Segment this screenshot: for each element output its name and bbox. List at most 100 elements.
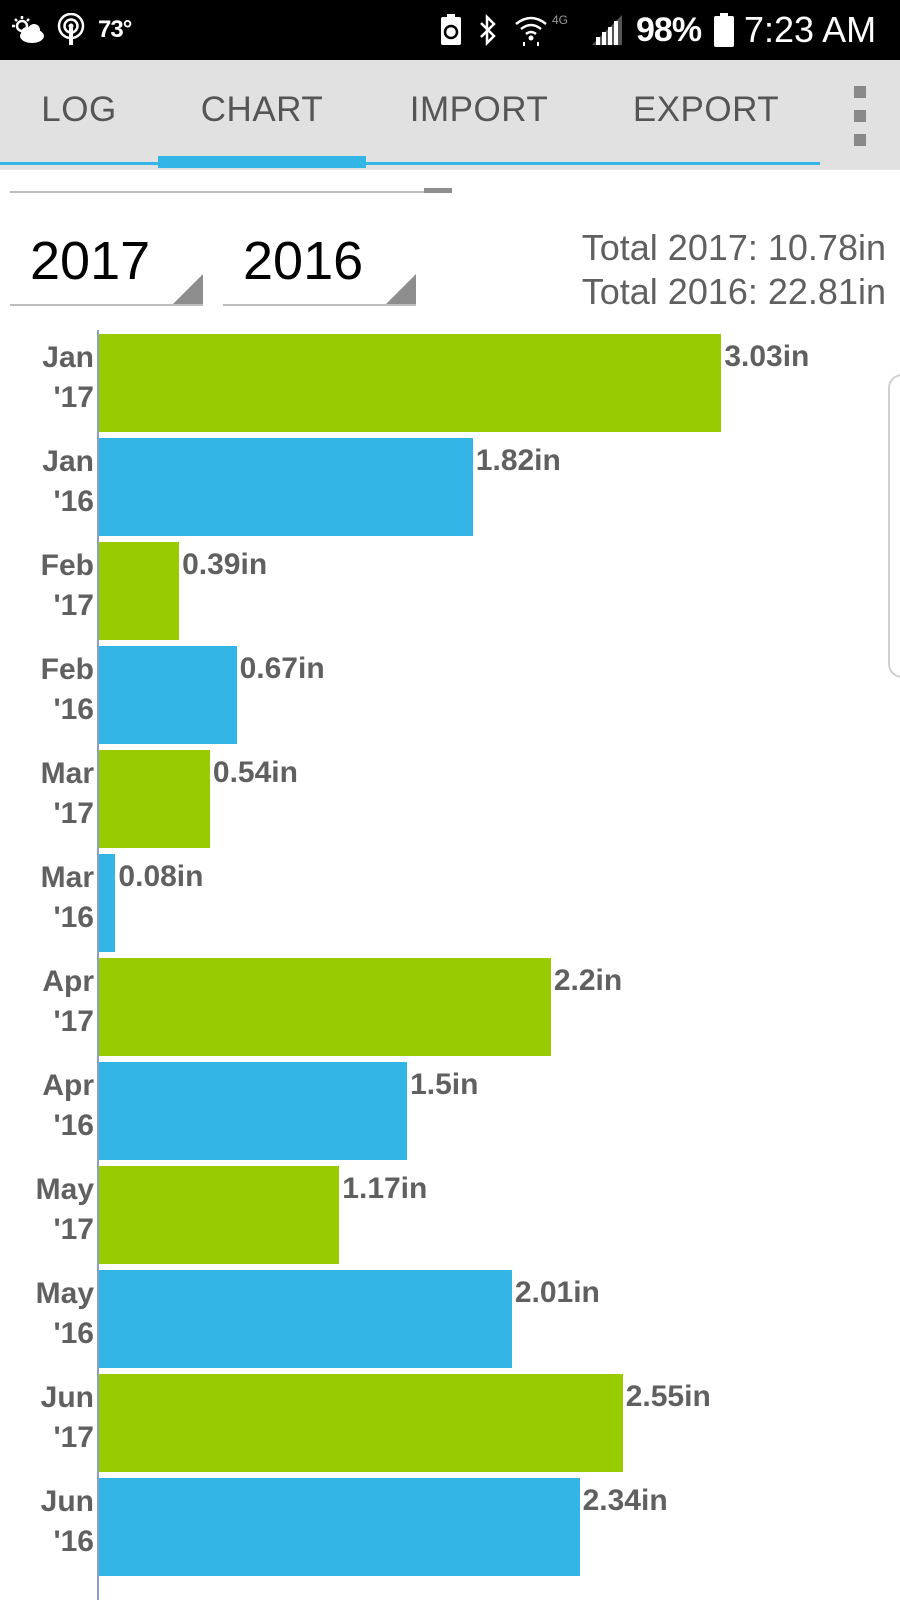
- overflow-dot-icon: [854, 110, 866, 122]
- category-year: '16: [53, 901, 94, 934]
- total-2017-text: Total 2017: 10.78in: [581, 227, 886, 268]
- partial-spinner-arrow-icon: [424, 188, 452, 193]
- category-year: '16: [53, 1525, 94, 1558]
- bar-value-label: 0.39in: [182, 548, 268, 581]
- weather-cloud-sun-icon: [12, 0, 46, 60]
- bar-jan-2017: [99, 334, 722, 432]
- category-label: Jun '16: [0, 1482, 94, 1562]
- bar-mar-2016: [99, 854, 116, 952]
- battery-saver-icon: [440, 0, 462, 60]
- bar-value-label: 2.55in: [625, 1380, 711, 1413]
- category-label: Feb '17: [0, 546, 94, 626]
- bar-may-2016: [99, 1270, 512, 1368]
- category-label: Mar '17: [0, 754, 94, 834]
- partial-spinner-underline: [10, 191, 450, 193]
- tab-chart[interactable]: CHART: [158, 60, 366, 160]
- category-year: '17: [53, 1213, 94, 1246]
- category-year: '17: [53, 1005, 94, 1038]
- category-label: May '16: [0, 1274, 94, 1354]
- podcast-icon: [56, 0, 86, 60]
- category-year: '17: [53, 797, 94, 830]
- spinner-underline: [10, 304, 203, 306]
- category-year: '16: [53, 485, 94, 518]
- category-month: Jan: [42, 445, 94, 478]
- bar-apr-2016: [99, 1062, 408, 1160]
- category-year: '16: [53, 1317, 94, 1350]
- category-month: May: [35, 1173, 94, 1206]
- bar-value-label: 0.67in: [239, 652, 325, 685]
- network-type-text: 4G: [552, 13, 569, 27]
- bar-feb-2016: [99, 646, 237, 744]
- bar-value-label: 0.08in: [118, 860, 204, 893]
- tab-log-label: LOG: [41, 90, 117, 129]
- signal-icon: [590, 0, 624, 60]
- overflow-menu-button[interactable]: [840, 86, 880, 146]
- category-month: Jun: [40, 1485, 94, 1518]
- category-month: Apr: [42, 965, 94, 998]
- tab-log[interactable]: LOG: [0, 60, 158, 160]
- category-month: Apr: [42, 1069, 94, 1102]
- year-selector-primary[interactable]: 2017: [10, 220, 203, 306]
- bar-feb-2017: [99, 542, 180, 640]
- bar-mar-2017: [99, 750, 210, 848]
- bar-value-label: 2.2in: [553, 964, 623, 997]
- bar-value-label: 2.01in: [514, 1276, 600, 1309]
- temperature-text: 73°: [98, 16, 132, 43]
- wifi-icon: [514, 0, 548, 60]
- category-label: Apr '17: [0, 962, 94, 1042]
- battery-icon: [714, 0, 734, 60]
- category-label: May '17: [0, 1170, 94, 1250]
- category-year: '16: [53, 693, 94, 726]
- chart-axis-line: [97, 330, 99, 1600]
- bar-jun-2016: [99, 1478, 580, 1576]
- tab-export-label: EXPORT: [632, 90, 780, 129]
- category-month: Mar: [40, 757, 94, 790]
- category-year: '17: [53, 381, 94, 414]
- category-year: '17: [53, 1421, 94, 1454]
- category-month: Feb: [40, 653, 94, 686]
- bar-value-label: 2.34in: [582, 1484, 668, 1517]
- tab-import-label: IMPORT: [409, 90, 549, 129]
- bar-value-label: 3.03in: [724, 340, 810, 373]
- category-month: Jan: [42, 341, 94, 374]
- bar-apr-2017: [99, 958, 551, 1056]
- category-label: Feb '16: [0, 650, 94, 730]
- dropdown-arrow-icon: [386, 274, 416, 304]
- year-selector-compare[interactable]: 2016: [223, 220, 416, 306]
- bar-value-label: 1.17in: [342, 1172, 428, 1205]
- overflow-dot-icon: [854, 86, 866, 98]
- clock-time-text: 7:23 AM: [744, 9, 877, 50]
- tab-export[interactable]: EXPORT: [592, 60, 820, 160]
- dropdown-arrow-icon: [173, 274, 203, 304]
- status-bar: 73° 4G 98%: [0, 0, 900, 60]
- year-selector-primary-value: 2017: [30, 231, 151, 291]
- bluetooth-icon: [478, 0, 498, 60]
- category-year: '16: [53, 1109, 94, 1142]
- category-month: Jun: [40, 1381, 94, 1414]
- active-tab-indicator: [158, 156, 366, 168]
- category-label: Mar '16: [0, 858, 94, 938]
- scroll-handle[interactable]: [888, 374, 900, 678]
- spinner-underline: [223, 304, 416, 306]
- category-month: Feb: [40, 549, 94, 582]
- totals-summary: Total 2017: 10.78in Total 2016: 22.81in: [582, 226, 886, 314]
- tab-bar-underline: [0, 162, 820, 165]
- bar-may-2017: [99, 1166, 340, 1264]
- tab-import[interactable]: IMPORT: [366, 60, 592, 160]
- category-year: '17: [53, 589, 94, 622]
- year-selector-compare-value: 2016: [243, 231, 364, 291]
- category-label: Apr '16: [0, 1066, 94, 1146]
- tab-bar: [0, 60, 900, 170]
- category-month: Mar: [40, 861, 94, 894]
- bar-jan-2016: [99, 438, 473, 536]
- category-month: May: [35, 1277, 94, 1310]
- bar-value-label: 1.82in: [475, 444, 561, 477]
- category-label: Jan '16: [0, 442, 94, 522]
- rainfall-bar-chart: 3.03in Jan '17 1.82in Jan '16 0.39in Feb '17 0.67…: [0, 330, 900, 1600]
- total-2016-text: Total 2016: 22.81in: [581, 271, 886, 312]
- bar-jun-2017: [99, 1374, 623, 1472]
- category-label: Jun '17: [0, 1378, 94, 1458]
- overflow-dot-icon: [854, 134, 866, 146]
- bar-value-label: 1.5in: [410, 1068, 479, 1101]
- category-label: Jan '17: [0, 338, 94, 418]
